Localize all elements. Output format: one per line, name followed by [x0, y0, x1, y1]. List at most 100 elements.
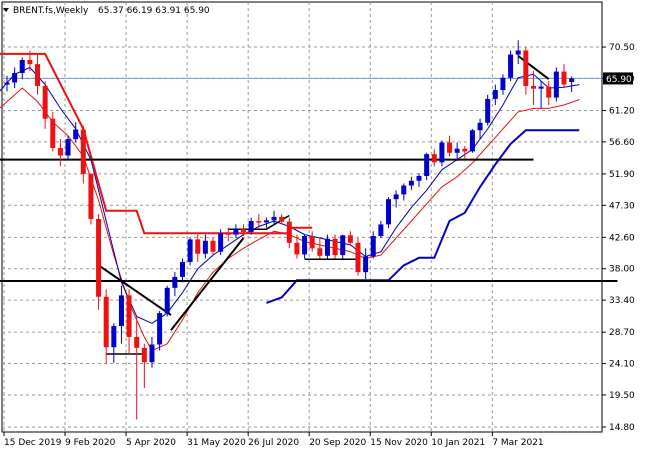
candle-body	[73, 129, 79, 140]
candle-body	[42, 85, 48, 119]
candle-body	[157, 313, 163, 345]
candle-body	[149, 344, 155, 363]
candle-body	[561, 71, 567, 85]
candle-body	[96, 218, 102, 297]
candle-body	[530, 85, 536, 89]
candle-body	[393, 194, 399, 200]
candle-body	[202, 240, 208, 254]
candle-body	[492, 90, 498, 99]
candle-body	[27, 60, 33, 65]
candle-body	[12, 72, 18, 83]
candle-body	[302, 236, 308, 255]
y-tick-label: 56.60	[609, 138, 635, 148]
last-price-label: 65.90	[606, 75, 632, 85]
candle-body	[225, 233, 231, 235]
candle-body	[424, 154, 430, 176]
y-tick-label: 19.50	[609, 391, 635, 401]
candle-body	[454, 148, 460, 153]
candle-body	[218, 233, 224, 252]
candle-body	[57, 148, 63, 156]
x-tick-label: 31 May 2020	[187, 438, 246, 448]
candle-body	[523, 50, 529, 86]
candle-body	[569, 78, 575, 83]
candle-body	[462, 148, 468, 152]
candle-body	[179, 261, 185, 277]
candle-body	[103, 296, 109, 348]
trendline-down	[98, 264, 172, 316]
candle-body	[515, 50, 521, 55]
recent-trendline	[517, 55, 550, 80]
y-tick-label: 51.90	[609, 170, 635, 180]
x-tick-label: 26 Jul 2020	[248, 438, 299, 448]
plot-frame	[1, 1, 603, 433]
candle-body	[447, 142, 453, 153]
candles	[4, 40, 575, 420]
candle-body	[363, 256, 369, 273]
y-tick-label: 38.00	[609, 265, 635, 275]
candle-body	[469, 130, 475, 152]
x-tick-label: 15 Dec 2019	[4, 438, 62, 448]
candle-body	[187, 239, 193, 262]
candle-body	[141, 347, 147, 363]
candle-body	[111, 326, 117, 348]
candle-body	[347, 235, 353, 243]
candle-body	[408, 180, 414, 186]
candle-body	[370, 236, 376, 257]
y-tick-label: 33.40	[609, 296, 635, 306]
x-tick-label: 7 Mar 2021	[492, 438, 543, 448]
y-tick-label: 42.60	[609, 233, 635, 243]
candle-body	[164, 287, 170, 314]
candle-body	[386, 199, 391, 225]
candle-body	[241, 229, 247, 232]
last-price-badge	[603, 72, 633, 85]
candle-body	[35, 64, 41, 86]
candle-body	[355, 242, 361, 273]
candle-body	[431, 154, 437, 163]
candle-body	[546, 86, 552, 98]
candle-body	[553, 71, 559, 98]
candle-body	[294, 242, 300, 255]
y-tick-label: 70.50	[609, 43, 635, 53]
candle-body	[233, 229, 239, 235]
candle-body	[126, 295, 132, 337]
candle-body	[416, 175, 422, 181]
candle-body	[340, 235, 346, 256]
symbol-label: BRENT.fs,Weekly	[13, 6, 89, 16]
candle-body	[271, 216, 277, 221]
candle-body	[172, 276, 178, 288]
ohlc-readout: 65.37 66.19 63.91 65.90	[98, 6, 210, 16]
x-tick-label: 9 Feb 2020	[65, 438, 116, 448]
candle-body	[286, 221, 292, 243]
candle-body	[500, 77, 506, 91]
trendline-up	[170, 237, 245, 331]
candle-body	[538, 86, 544, 89]
y-tick-label: 14.80	[609, 423, 635, 433]
candle-body	[65, 139, 71, 156]
candle-body	[324, 238, 330, 256]
x-tick-label: 20 Sep 2020	[309, 438, 366, 448]
candle-body	[477, 122, 483, 131]
triangle-down-icon[interactable]	[3, 8, 9, 12]
candle-body	[378, 224, 384, 237]
candle-body	[19, 60, 25, 73]
y-tick-label: 28.70	[609, 328, 635, 338]
candle-body	[118, 295, 124, 327]
candle-body	[134, 336, 140, 348]
candle-body	[195, 239, 201, 254]
candle-body	[248, 220, 254, 232]
x-tick-label: 10 Jan 2021	[431, 438, 485, 448]
candle-body	[439, 142, 445, 163]
candle-body	[88, 173, 94, 219]
candle-body	[80, 129, 86, 174]
x-axis: 15 Dec 2019 9 Feb 2020 5 Apr 2020 31 May 20…	[3, 432, 544, 448]
y-axis: 70.50 65.90 61.20 56.60 51.90 47.30 42.60 38.00…	[602, 43, 635, 433]
candle-body	[401, 185, 407, 195]
candle-body	[210, 240, 216, 252]
candle-body	[50, 118, 56, 149]
y-tick-label: 61.20	[609, 106, 635, 116]
x-tick-label: 15 Nov 2020	[370, 438, 428, 448]
candle-body	[4, 82, 10, 85]
candle-body	[309, 236, 315, 249]
candle-body	[508, 54, 514, 78]
